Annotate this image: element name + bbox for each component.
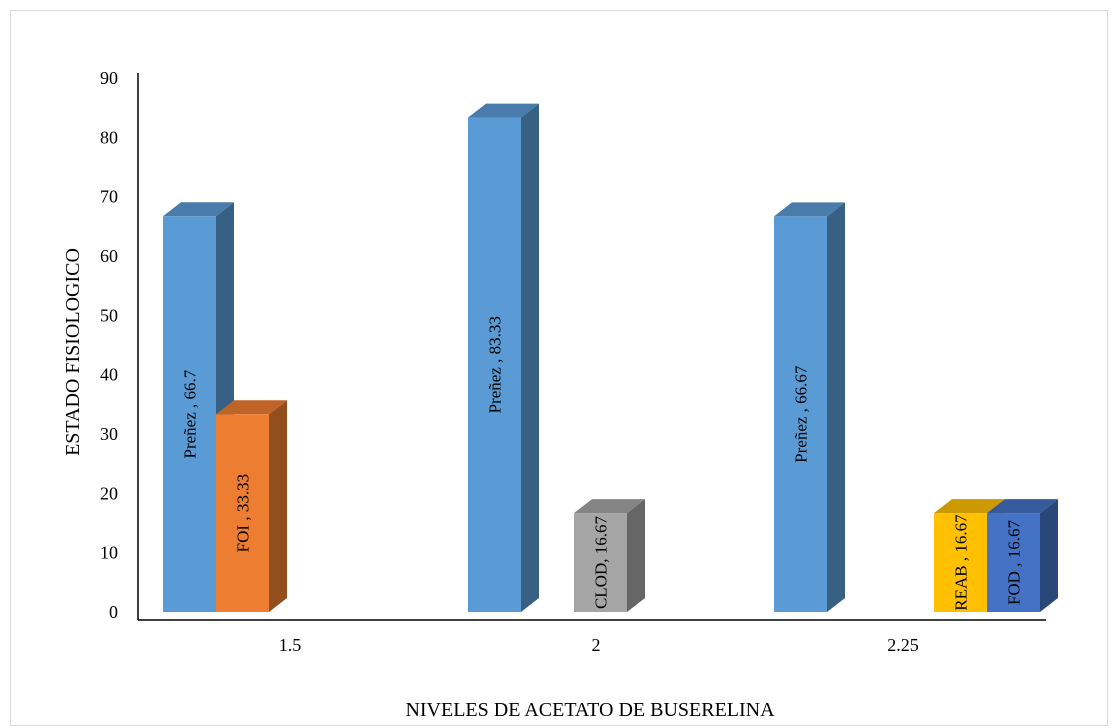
y-tick-label: 20 (100, 483, 118, 503)
bar-data-label: Preñez , 83.33 (486, 316, 505, 413)
bar-data-label: Preñez , 66.67 (792, 365, 811, 463)
bar-front (574, 513, 627, 612)
bar-front (468, 117, 521, 613)
y-tick-label: 80 (100, 127, 118, 147)
y-tick-label: 10 (100, 543, 118, 563)
x-axis-title: NIVELES DE ACETATO DE BUSERELINA (405, 699, 775, 721)
bar-top (216, 400, 287, 415)
bar-foi-1_5 (216, 400, 287, 612)
y-tick-label: 50 (100, 305, 118, 325)
bar-front (163, 216, 216, 612)
axes-layer (137, 73, 1046, 621)
bar-side (521, 103, 539, 613)
bar-fod-2_25 (987, 499, 1058, 612)
x-tick-label: 1.5 (279, 635, 302, 655)
x-tick-label: 2.25 (887, 635, 919, 655)
y-tick-label: 60 (100, 246, 118, 266)
bar-side (827, 202, 845, 612)
bar-top (574, 499, 645, 514)
bar-data-label: CLOD, 16.67 (592, 516, 611, 610)
bars-layer (163, 103, 1058, 613)
bar-top (934, 499, 1005, 514)
bar-data-label: Preñez , 66.7 (181, 369, 200, 458)
bar-top (163, 202, 234, 217)
bar-data-label: FOI , 33.33 (234, 474, 253, 552)
y-tick-label: 0 (109, 602, 118, 622)
bar-clod-2 (574, 499, 645, 612)
x-tick-label: 2 (592, 635, 601, 655)
bar-top (774, 202, 845, 217)
y-tick-label: 70 (100, 187, 118, 207)
y-tick-label: 40 (100, 365, 118, 385)
bar-front (934, 513, 987, 612)
bar-top (987, 499, 1058, 514)
bar-top (468, 103, 539, 118)
labels-layer: Preñez , 66.7 FOI , 33.33 Preñez , 83.33 CL… (181, 316, 1024, 611)
ticks-layer: 0 10 20 30 40 50 60 70 80 90 1.5 2 2.25 (100, 68, 919, 655)
bar-front (216, 414, 269, 612)
bar-data-label: FOD , 16.67 (1005, 520, 1024, 606)
y-tick-label: 90 (100, 68, 118, 88)
bar-side (269, 400, 287, 612)
y-axis-title: ESTADO FISIOLOGICO (62, 248, 84, 456)
bar-side (1040, 499, 1058, 612)
bar-data-label: REAB , 16.67 (952, 514, 971, 611)
bar-preez-2 (468, 103, 539, 613)
bar-front (987, 513, 1040, 612)
y-tick-label: 30 (100, 424, 118, 444)
bar-preez-2_25 (774, 202, 845, 612)
bar-side (627, 499, 645, 612)
bar-front (774, 216, 827, 612)
